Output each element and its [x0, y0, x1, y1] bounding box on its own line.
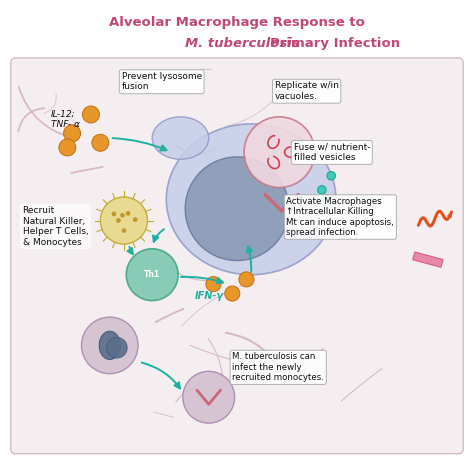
Circle shape	[59, 139, 76, 156]
Circle shape	[107, 337, 127, 358]
Circle shape	[239, 272, 254, 287]
Circle shape	[64, 125, 81, 142]
Circle shape	[185, 157, 289, 261]
Text: Prevent lysosome
fusion: Prevent lysosome fusion	[121, 72, 202, 91]
Circle shape	[318, 186, 326, 194]
Circle shape	[126, 249, 178, 301]
FancyBboxPatch shape	[11, 58, 463, 454]
Circle shape	[92, 134, 109, 151]
Circle shape	[82, 106, 100, 123]
Text: IL-12;
TNF- α: IL-12; TNF- α	[51, 110, 80, 129]
Text: IFN-γ: IFN-γ	[195, 291, 224, 301]
Circle shape	[133, 217, 137, 222]
Circle shape	[111, 211, 116, 216]
Polygon shape	[413, 252, 443, 267]
Text: Fuse w/ nutrient-
filled vesicles: Fuse w/ nutrient- filled vesicles	[293, 143, 370, 162]
Circle shape	[121, 228, 126, 233]
Circle shape	[82, 317, 138, 374]
Text: Th1: Th1	[144, 270, 160, 279]
Circle shape	[120, 213, 125, 218]
Text: M. tuberculosis: M. tuberculosis	[185, 37, 304, 50]
Ellipse shape	[152, 117, 209, 159]
Circle shape	[244, 117, 315, 188]
Circle shape	[183, 371, 235, 423]
Ellipse shape	[99, 331, 120, 359]
Text: Replicate w/in
vacuoles.: Replicate w/in vacuoles.	[275, 82, 338, 101]
Circle shape	[225, 286, 240, 301]
Text: Primary Infection: Primary Infection	[270, 37, 400, 50]
Text: Alveolar Macrophage Response to: Alveolar Macrophage Response to	[109, 16, 365, 29]
Circle shape	[322, 195, 331, 203]
Text: Recruit
Natural Killer,
Helper T Cells,
& Monocytes: Recruit Natural Killer, Helper T Cells, …	[23, 206, 88, 246]
Circle shape	[116, 218, 121, 223]
Circle shape	[206, 277, 221, 292]
Text: M. tuberculosis can
infect the newly
recruited monocytes.: M. tuberculosis can infect the newly rec…	[232, 353, 324, 382]
Text: Activate Macrophages
↑Intracellular Killing
Mt can induce apoptosis,
spread infe: Activate Macrophages ↑Intracellular Kill…	[286, 197, 394, 237]
Circle shape	[327, 172, 336, 180]
Circle shape	[100, 197, 147, 244]
Ellipse shape	[166, 124, 336, 275]
Circle shape	[126, 211, 130, 216]
